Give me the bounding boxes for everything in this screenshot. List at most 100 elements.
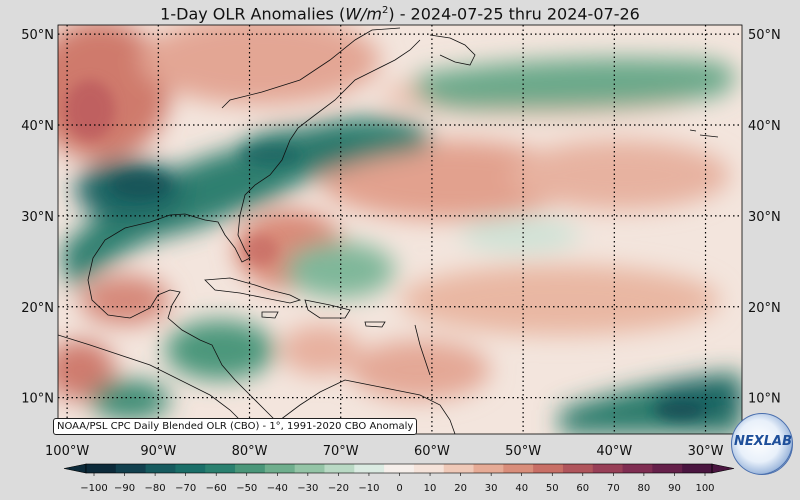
- coast-cuba: [204, 277, 302, 304]
- lat-label-right: 20°N: [748, 301, 781, 316]
- lon-label: 60°W: [414, 444, 450, 459]
- lon-label: 40°W: [596, 444, 632, 459]
- lon-label: 70°W: [323, 444, 359, 459]
- lon-label: 80°W: [232, 444, 268, 459]
- anomaly-positive-atlantic-30n: [320, 140, 580, 220]
- colorbar-tick-label: 100: [695, 483, 714, 494]
- colorbar-segment: [115, 464, 147, 473]
- colorbar-arrow-high: [711, 463, 735, 474]
- colorbar-tick-label: 40: [515, 483, 528, 494]
- anomaly-positive-caribbean-south: [350, 340, 490, 400]
- colorbar-tick-label: 70: [607, 483, 620, 494]
- title-prefix: 1-Day OLR Anomalies (: [160, 4, 346, 24]
- colorbar-tick-label: 50: [546, 483, 559, 494]
- coast-great-lakes-north: [221, 27, 401, 109]
- colorbar: [63, 463, 735, 474]
- coast-new-england: [297, 39, 421, 129]
- lon-label: 50°W: [505, 444, 541, 459]
- colorbar-segment: [294, 464, 325, 473]
- colorbar-segment: [324, 464, 355, 473]
- coast-gulf-mexico: [87, 127, 299, 421]
- colorbar-tick-label: 10: [424, 483, 437, 494]
- colorbar-segment: [503, 464, 534, 473]
- logo-text: NEXLAB: [733, 434, 793, 449]
- colorbar-segment: [264, 464, 296, 473]
- anomaly-positive-northeast-us: [140, 25, 380, 105]
- colorbar-tick-label: −50: [236, 483, 257, 494]
- anomaly-positive-detail-2: [242, 235, 278, 265]
- title-units-exponent: 2: [381, 5, 389, 16]
- anomaly-negative-north-atlantic: [413, 58, 736, 110]
- colorbar-segment: [205, 464, 236, 473]
- colorbar-tick-label: −10: [358, 483, 379, 494]
- lat-label-right: 40°N: [748, 119, 781, 134]
- anomaly-positive-east-atlantic: [510, 140, 730, 210]
- latitude-labels: 50°N 50°N 40°N 40°N 30°N 30°N 20°N 20°N 10°N 10°N: [21, 28, 781, 407]
- anomaly-field: [58, 25, 742, 434]
- colorbar-tick-label: −40: [267, 483, 288, 494]
- colorbar-segment: [384, 464, 415, 473]
- data-source-credit: NOAA/PSL CPC Daily Blended OLR (CBO) - 1…: [53, 418, 418, 435]
- title-units: W/m: [345, 4, 382, 24]
- lat-label-left: 40°N: [21, 119, 54, 134]
- anomaly-positive-tropical-band: [400, 265, 720, 335]
- lat-label-right: 10°N: [748, 392, 781, 407]
- lon-label: 90°W: [140, 444, 176, 459]
- colorbar-segment: [682, 464, 713, 473]
- colorbar-tick-label: 60: [576, 483, 589, 494]
- colorbar-ticks: −100 −90 −80 −70 −60 −50 −40 −30 −20 −10 0 10 20 30 40…: [80, 473, 715, 494]
- lat-label-left: 10°N: [21, 392, 54, 407]
- gridlines: [58, 25, 742, 434]
- lat-label-left: 20°N: [21, 301, 54, 316]
- colorbar-segment: [652, 464, 683, 473]
- nexlab-logo: NEXLAB: [731, 413, 793, 475]
- coast-south-america: [279, 379, 456, 434]
- coast-lesser-antilles: [414, 324, 431, 376]
- colorbar-segment: [533, 464, 564, 473]
- coast-hispaniola: [304, 299, 351, 319]
- anomaly-positive-caribbean: [280, 325, 360, 375]
- lon-label: 100°W: [45, 444, 89, 459]
- colorbar-tick-label: −80: [145, 483, 166, 494]
- colorbar-tick-label: −60: [206, 483, 227, 494]
- colorbar-tick-label: 90: [668, 483, 681, 494]
- anomaly-negative-central-america: [165, 320, 275, 380]
- longitude-labels: 100°W 90°W 80°W 70°W 60°W 50°W 40°W 30°W: [45, 444, 724, 459]
- coast-puerto-rico: [364, 321, 386, 328]
- coast-nova-scotia: [429, 34, 476, 66]
- colorbar-segment: [413, 464, 445, 473]
- colorbar-segment: [354, 464, 385, 473]
- colorbar-tick-label: 20: [454, 483, 467, 494]
- colorbar-segment: [145, 464, 176, 473]
- lon-label: 30°W: [688, 444, 724, 459]
- colorbar-tick-label: −20: [328, 483, 349, 494]
- anomaly-negative-detail-2: [240, 145, 300, 165]
- colorbar-segment: [443, 464, 475, 473]
- anomaly-positive-east-pacific: [58, 340, 115, 400]
- colorbar-segment: [175, 464, 206, 473]
- colorbar-segment: [622, 464, 653, 473]
- colorbar-arrow-low: [63, 463, 87, 474]
- colorbar-border: [85, 463, 713, 474]
- lat-label-right: 50°N: [748, 28, 781, 43]
- colorbar-tick-label: −30: [297, 483, 318, 494]
- colorbar-tick-label: 0: [396, 483, 402, 494]
- anomaly-positive-detail-1: [65, 80, 115, 140]
- colorbar-tick-label: −100: [80, 483, 107, 494]
- colorbar-segment: [592, 464, 624, 473]
- anomaly-negative-caribbean: [285, 242, 395, 298]
- colorbar-segment: [473, 464, 504, 473]
- anomaly-shading: [58, 25, 742, 434]
- colorbar-tick-label: −90: [114, 483, 135, 494]
- lat-label-right: 30°N: [748, 210, 781, 225]
- colorbar-tick-label: 30: [485, 483, 498, 494]
- coast-pacific-central-america: [58, 334, 246, 426]
- coast-azores: [689, 129, 719, 138]
- coast-jamaica: [261, 311, 279, 319]
- anomaly-negative-detail-1: [110, 171, 170, 199]
- map-title: 1-Day OLR Anomalies (W/m2) - 2024-07-25 …: [0, 0, 800, 24]
- colorbar-segment: [86, 464, 117, 473]
- anomaly-negative-detail-3: [655, 400, 705, 420]
- coastlines: [58, 27, 719, 434]
